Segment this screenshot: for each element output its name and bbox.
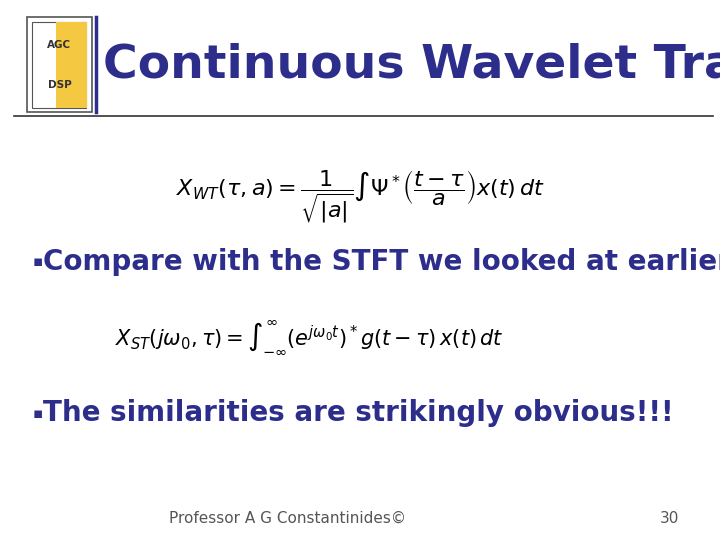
Text: DSP: DSP (48, 80, 71, 90)
Text: Compare with the STFT we looked at earlier: Compare with the STFT we looked at earli… (43, 248, 720, 276)
Text: Continuous Wavelet Transform: Continuous Wavelet Transform (103, 42, 720, 87)
Text: $X_{WT}(\tau,a) = \dfrac{1}{\sqrt{|a|}} \int \Psi^* \left(\dfrac{t-\tau}{a}\righ: $X_{WT}(\tau,a) = \dfrac{1}{\sqrt{|a|}} … (176, 169, 544, 225)
Text: ▪: ▪ (32, 406, 42, 421)
Bar (32, 22, 86, 108)
Bar (27, 17, 92, 112)
Text: AGC: AGC (48, 39, 71, 50)
Text: ▪: ▪ (32, 254, 42, 269)
Text: 30: 30 (660, 511, 679, 526)
Bar (56, 22, 87, 108)
Text: Professor A G Constantinides©: Professor A G Constantinides© (169, 511, 407, 526)
Text: $X_{ST}(j\omega_0,\tau) = \int_{-\infty}^{\infty}(e^{j\omega_0 t})^* g(t-\tau)\,: $X_{ST}(j\omega_0,\tau) = \int_{-\infty}… (115, 319, 504, 356)
Text: The similarities are strikingly obvious!!!: The similarities are strikingly obvious!… (43, 399, 674, 427)
